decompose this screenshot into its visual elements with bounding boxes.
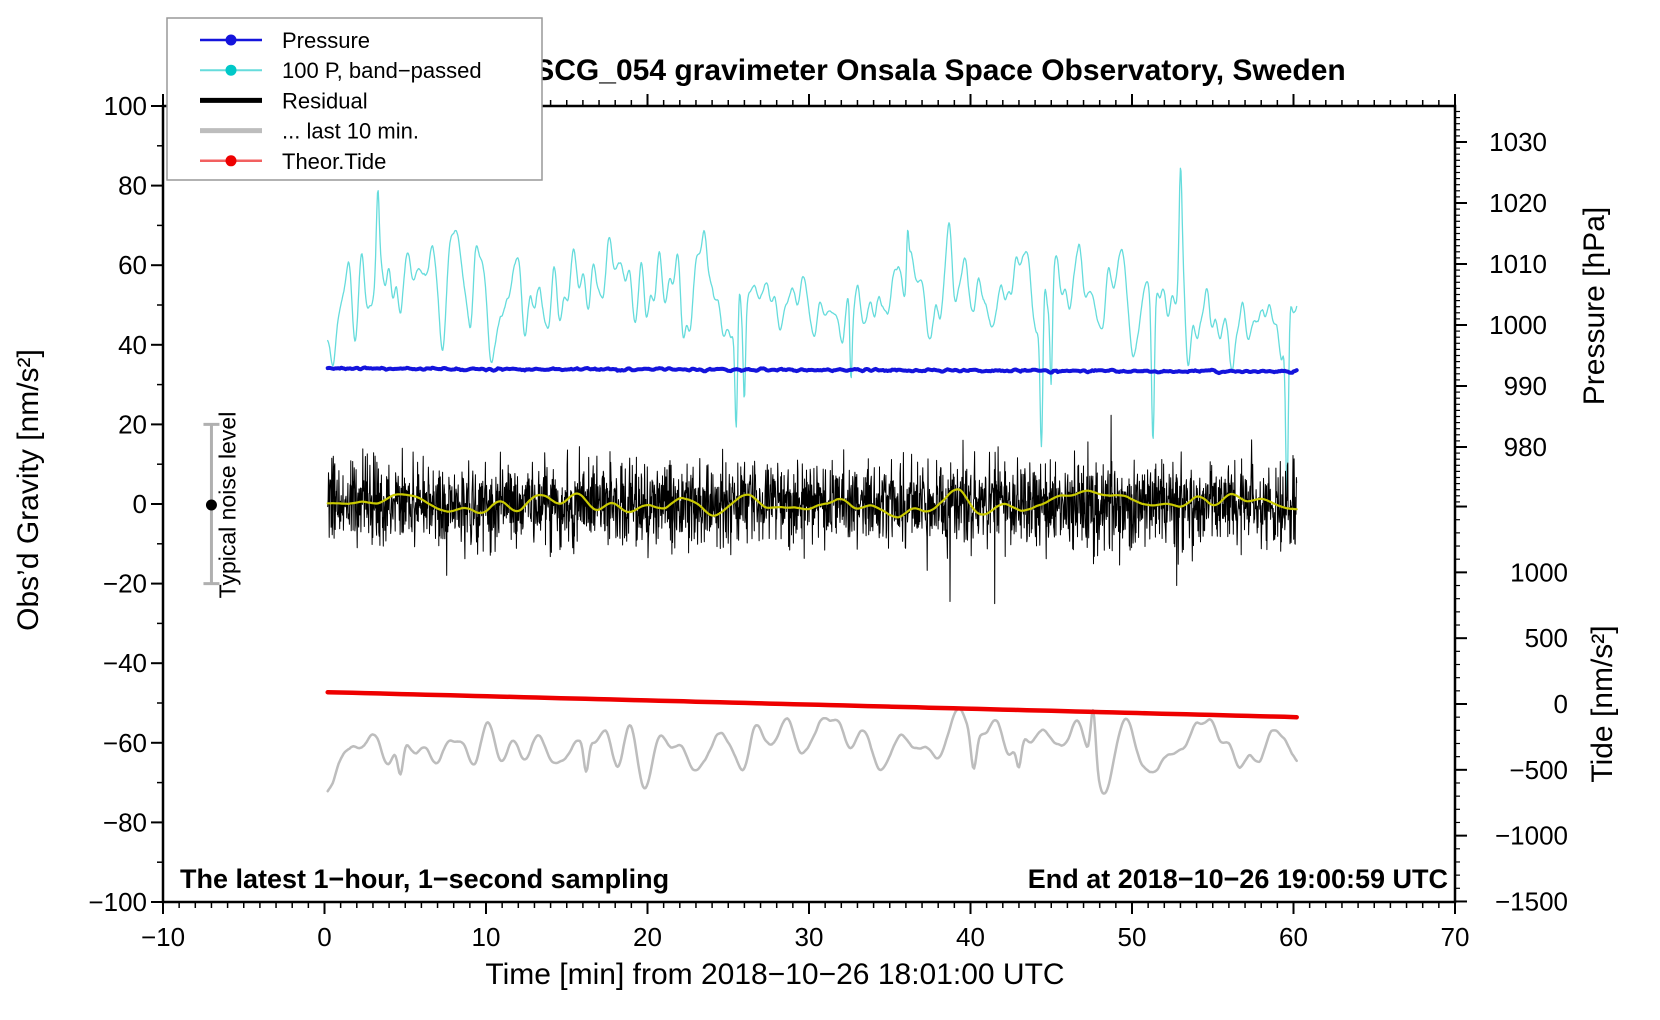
- legend-item: 100 P, band−passed: [200, 58, 482, 83]
- gravity-tick-label: 80: [118, 171, 147, 201]
- series-pressure: [325, 365, 1299, 376]
- legend-marker-dot: [225, 34, 237, 46]
- legend: Pressure 100 P, band−passed Residual ... la…: [166, 17, 543, 181]
- x-tick-label: 20: [633, 922, 662, 952]
- x-axis-title: Time [min] from 2018−10−26 18:01:00 UTC: [485, 958, 1064, 991]
- gravity-tick-label: −60: [103, 728, 147, 758]
- gravity-tick-label: −20: [103, 569, 147, 599]
- legend-marker-dot: [225, 155, 237, 167]
- series-100-p-band-passed: [327, 167, 1298, 496]
- series-residual-low-pass-yellow-overlay: [326, 488, 1298, 519]
- noise-level-label: Typical noise level: [214, 412, 240, 599]
- gravity-tick-label: 40: [118, 330, 147, 360]
- legend-item: Pressure: [200, 28, 370, 53]
- tide-tick-label: 0: [1554, 689, 1568, 719]
- tide-tick-label: −1500: [1495, 886, 1568, 916]
- tide-tick-label: −1000: [1495, 821, 1568, 851]
- legend-item: ... last 10 min.: [200, 119, 419, 144]
- axis-tick-labels: −10 0 10 20 30 40 50 60 70−100−80−60−40−20020406…: [88, 91, 1568, 952]
- series-theor-tide: [325, 689, 1299, 720]
- gravity-tick-label: 0: [133, 489, 147, 519]
- legend-label: Residual: [282, 88, 368, 113]
- pressure-tick-label: 1010: [1489, 249, 1547, 279]
- noise-dot: [205, 499, 217, 511]
- pressure-tick-label: 1000: [1489, 310, 1547, 340]
- x-tick-label: 30: [795, 922, 824, 952]
- legend-label: 100 P, band−passed: [282, 58, 482, 83]
- gravity-tick-label: 60: [118, 250, 147, 280]
- typical-noise-level: Typical noise level: [203, 412, 240, 599]
- chart-title: SCG_054 gravimeter Onsala Space Observat…: [534, 54, 1346, 87]
- end-time-note: End at 2018−10−26 19:00:59 UTC: [1028, 864, 1448, 894]
- x-tick-label: 50: [1118, 922, 1147, 952]
- legend-item: Theor.Tide: [200, 149, 386, 174]
- legend-label: Theor.Tide: [282, 149, 386, 174]
- tide-tick-label: −500: [1509, 755, 1568, 785]
- pressure-tick-label: 990: [1504, 371, 1547, 401]
- series-last-10-min: [326, 707, 1298, 795]
- gravity-tick-label: 20: [118, 409, 147, 439]
- legend-label: ... last 10 min.: [282, 119, 419, 144]
- data-series: [325, 167, 1299, 795]
- titles: SCG_054 gravimeter Onsala Space Observat…: [12, 54, 1619, 991]
- pressure-tick-label: 1030: [1489, 127, 1547, 157]
- pressure-tick-label: 980: [1504, 432, 1547, 462]
- gravity-tick-label: −80: [103, 807, 147, 837]
- legend-item: Residual: [200, 88, 368, 113]
- gravity-axis-title: Obs’d Gravity [nm/s²]: [12, 349, 45, 631]
- x-tick-label: 40: [956, 922, 985, 952]
- legend-label: Pressure: [282, 28, 370, 53]
- x-tick-label: 60: [1279, 922, 1308, 952]
- x-tick-label: 70: [1441, 922, 1470, 952]
- sampling-note: The latest 1−hour, 1−second sampling: [180, 864, 669, 894]
- x-tick-label: 0: [317, 922, 331, 952]
- tide-tick-label: 1000: [1510, 557, 1568, 587]
- tide-axis-title: Tide [nm/s²]: [1586, 625, 1619, 782]
- gravity-tick-label: −40: [103, 648, 147, 678]
- tide-tick-label: 500: [1525, 623, 1568, 653]
- gravity-tick-label: −100: [88, 887, 147, 917]
- pressure-axis-title: Pressure [hPa]: [1578, 207, 1611, 405]
- legend-marker-dot: [225, 64, 237, 76]
- gravity-tick-label: 100: [104, 91, 147, 121]
- pressure-tick-label: 1020: [1489, 188, 1547, 218]
- x-tick-label: −10: [141, 922, 185, 952]
- x-tick-label: 10: [472, 922, 501, 952]
